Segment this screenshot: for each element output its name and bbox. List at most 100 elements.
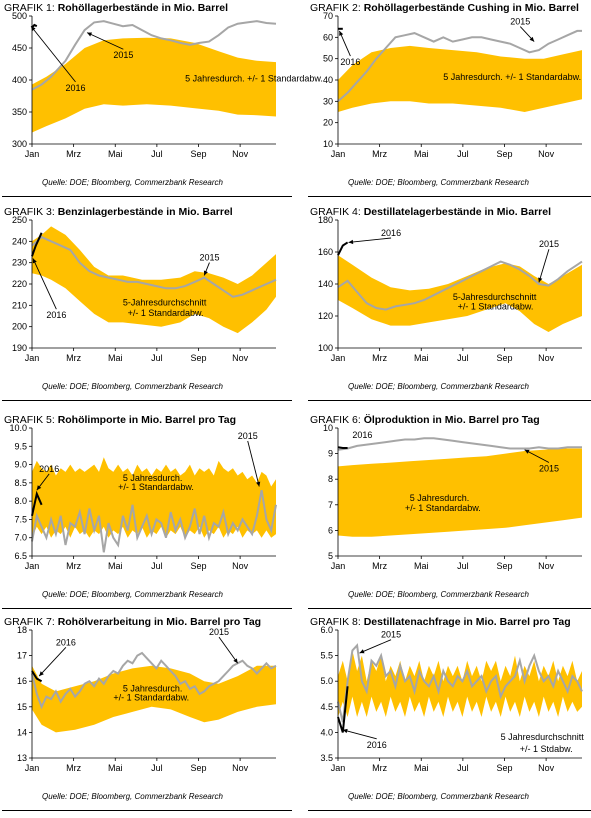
panel-separator — [308, 196, 591, 197]
band-area — [32, 226, 276, 334]
y-tick-label: 70 — [323, 11, 333, 21]
y-tick-label: 6.0 — [320, 625, 333, 635]
x-tick-label: Jan — [25, 149, 40, 159]
y-tick-label: 240 — [12, 236, 27, 246]
series-2015-line — [31, 235, 277, 298]
x-tick-label: Mrz — [66, 353, 81, 363]
chart-panel-8: GRAFIK 8: Destillatenachfrage in Mio. Ba… — [308, 616, 591, 818]
y-tick-label: 40 — [323, 75, 333, 85]
x-tick-label: Jan — [331, 149, 346, 159]
chart-svg: 300 350 400 450 500 Jan Mrz Mai Jul Sep Nov 2016 201… — [12, 11, 323, 159]
y-tick-label: 210 — [12, 300, 27, 310]
y-tick-label: 10 — [323, 139, 333, 149]
x-tick-label: Jan — [25, 561, 40, 571]
source-note: Quelle: DOE; Bloomberg, Commerzbank Rese… — [348, 590, 529, 599]
x-tick-label: Sep — [496, 763, 512, 773]
x-tick-label: Jul — [457, 561, 469, 571]
source-note: Quelle: DOE; Bloomberg, Commerzbank Rese… — [348, 382, 529, 391]
chart-title: GRAFIK 4: Destillatelagerbestände in Mio… — [310, 206, 551, 218]
y-tick-label: 450 — [12, 43, 27, 53]
y-tick-label: 8.5 — [14, 478, 27, 488]
series-2016-line — [337, 686, 349, 733]
band-area — [32, 457, 276, 538]
panel-separator — [308, 608, 591, 609]
y-tick-label: 200 — [12, 322, 27, 332]
x-tick-label: Mrz — [66, 763, 81, 773]
y-tick-label: 140 — [318, 279, 333, 289]
x-tick-label: Mai — [414, 353, 429, 363]
x-tick-label: Nov — [538, 561, 555, 571]
annotation-l2015: 2015 — [209, 627, 229, 637]
x-tick-label: Mrz — [372, 353, 387, 363]
chart-title: GRAFIK 8: Destillatenachfrage in Mio. Ba… — [310, 616, 571, 628]
arrow-head — [339, 30, 344, 36]
arrow-head — [348, 239, 354, 245]
x-tick-label: Nov — [538, 353, 555, 363]
band-area — [338, 448, 582, 537]
y-tick-label: 5.5 — [320, 651, 333, 661]
annotation-lband: 5 Jahresdurch. — [123, 683, 183, 693]
chart-panel-7: GRAFIK 7: Rohölverarbeitung in Mio. Barr… — [2, 616, 292, 818]
chart-number: GRAFIK 4: — [310, 206, 364, 218]
annotation-l2016: 2016 — [65, 83, 85, 93]
band-area — [338, 45, 582, 112]
x-tick-label: Jul — [151, 561, 163, 571]
chart-number: GRAFIK 7: — [4, 616, 58, 628]
y-tick-label: 8 — [328, 474, 333, 484]
y-tick-label: 15 — [17, 702, 27, 712]
x-tick-label: Sep — [496, 353, 512, 363]
x-tick-label: Mrz — [372, 763, 387, 773]
chart-title-text: Ölproduktion in Mio. Barrel pro Tag — [363, 414, 540, 426]
chart-title-text: Rohöllagerbestände Cushing in Mio. Barre… — [363, 2, 579, 14]
y-tick-label: 14 — [17, 727, 27, 737]
annotation-arrow — [247, 440, 260, 487]
panel-separator — [308, 810, 591, 811]
source-note: Quelle: DOE; Bloomberg, Commerzbank Rese… — [348, 792, 529, 801]
y-tick-label: 250 — [12, 215, 27, 225]
source-note: Quelle: DOE; Bloomberg, Commerzbank Rese… — [348, 178, 529, 187]
chart-panel-3: GRAFIK 3: Benzinlagerbestände in Mio. Ba… — [2, 206, 292, 408]
x-tick-label: Nov — [232, 353, 249, 363]
annotation-lband2: +/- 1 Stdabw. — [520, 744, 573, 754]
chart-title: GRAFIK 3: Benzinlagerbestände in Mio. Ba… — [4, 206, 233, 218]
annotation-l2015: 2015 — [113, 50, 133, 60]
arrow-head — [31, 26, 36, 32]
y-tick-label: 13 — [17, 753, 27, 763]
x-tick-label: Mai — [414, 561, 429, 571]
panel-separator — [308, 400, 591, 401]
chart-title: GRAFIK 1: Rohöllagerbestände in Mio. Bar… — [4, 2, 228, 14]
x-tick-label: Jul — [457, 353, 469, 363]
y-tick-label: 10 — [323, 423, 333, 433]
annotation-lband2: +/- 1 Standardabw. — [118, 482, 194, 492]
x-tick-label: Sep — [496, 561, 512, 571]
chart-title-text: Destillatelagerbestände in Mio. Barrel — [363, 206, 551, 218]
x-tick-label: Sep — [190, 149, 206, 159]
chart-title: GRAFIK 5: Rohölimporte in Mio. Barrel pr… — [4, 414, 236, 426]
annotation-lband2: +/- 1 Standardabw. — [405, 503, 481, 513]
annotation-arrow — [342, 729, 377, 740]
y-tick-label: 160 — [318, 247, 333, 257]
series-2015-line — [337, 260, 583, 311]
y-tick-label: 60 — [323, 32, 333, 42]
y-tick-label: 300 — [12, 139, 27, 149]
annotation-l2016: 2016 — [381, 228, 401, 238]
y-tick-label: 120 — [318, 311, 333, 321]
y-tick-label: 180 — [318, 215, 333, 225]
band-area — [32, 37, 276, 133]
series-2016-line — [31, 670, 43, 683]
series-2016-line — [337, 446, 348, 449]
x-tick-label: Mai — [108, 561, 123, 571]
x-tick-label: Jul — [457, 149, 469, 159]
y-tick-label: 9 — [328, 449, 333, 459]
y-tick-label: 4.0 — [320, 727, 333, 737]
annotation-arrow — [32, 258, 57, 310]
y-tick-label: 10.0 — [9, 423, 27, 433]
arrow-head — [342, 728, 348, 734]
arrow-head — [39, 671, 44, 677]
annotation-arrow — [339, 30, 351, 57]
x-tick-label: Jan — [331, 353, 346, 363]
annotation-lband2: +/- 1 Standardabw. — [113, 692, 189, 702]
y-tick-label: 100 — [318, 343, 333, 353]
annotation-arrow — [524, 449, 550, 463]
panel-separator — [2, 608, 292, 609]
